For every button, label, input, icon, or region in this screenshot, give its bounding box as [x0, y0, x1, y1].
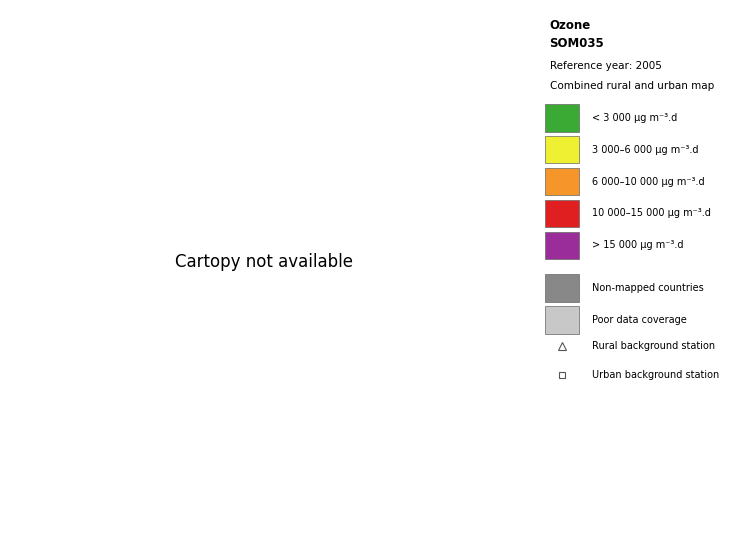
Text: 6 000–10 000 μg m⁻³.d: 6 000–10 000 μg m⁻³.d: [592, 176, 705, 187]
Text: Poor data coverage: Poor data coverage: [592, 315, 687, 325]
Text: Ozone: Ozone: [550, 18, 591, 31]
Text: > 15 000 μg m⁻³.d: > 15 000 μg m⁻³.d: [592, 241, 683, 250]
Text: Reference year: 2005: Reference year: 2005: [550, 61, 661, 71]
Text: 10 000–15 000 μg m⁻³.d: 10 000–15 000 μg m⁻³.d: [592, 209, 711, 218]
Bar: [545, 104, 579, 131]
Text: Non-mapped countries: Non-mapped countries: [592, 283, 704, 293]
Bar: [545, 136, 579, 163]
Bar: [545, 306, 579, 334]
Bar: [545, 274, 579, 302]
Text: Combined rural and urban map: Combined rural and urban map: [550, 81, 714, 91]
Text: < 3 000 μg m⁻³.d: < 3 000 μg m⁻³.d: [592, 113, 677, 123]
Text: Urban background station: Urban background station: [592, 370, 719, 380]
Text: Cartopy not available: Cartopy not available: [175, 253, 352, 271]
Text: Rural background station: Rural background station: [592, 341, 715, 351]
Bar: [545, 200, 579, 228]
Bar: [545, 168, 579, 195]
Bar: [545, 231, 579, 259]
Text: SOM035: SOM035: [550, 37, 604, 50]
Text: 3 000–6 000 μg m⁻³.d: 3 000–6 000 μg m⁻³.d: [592, 144, 699, 155]
